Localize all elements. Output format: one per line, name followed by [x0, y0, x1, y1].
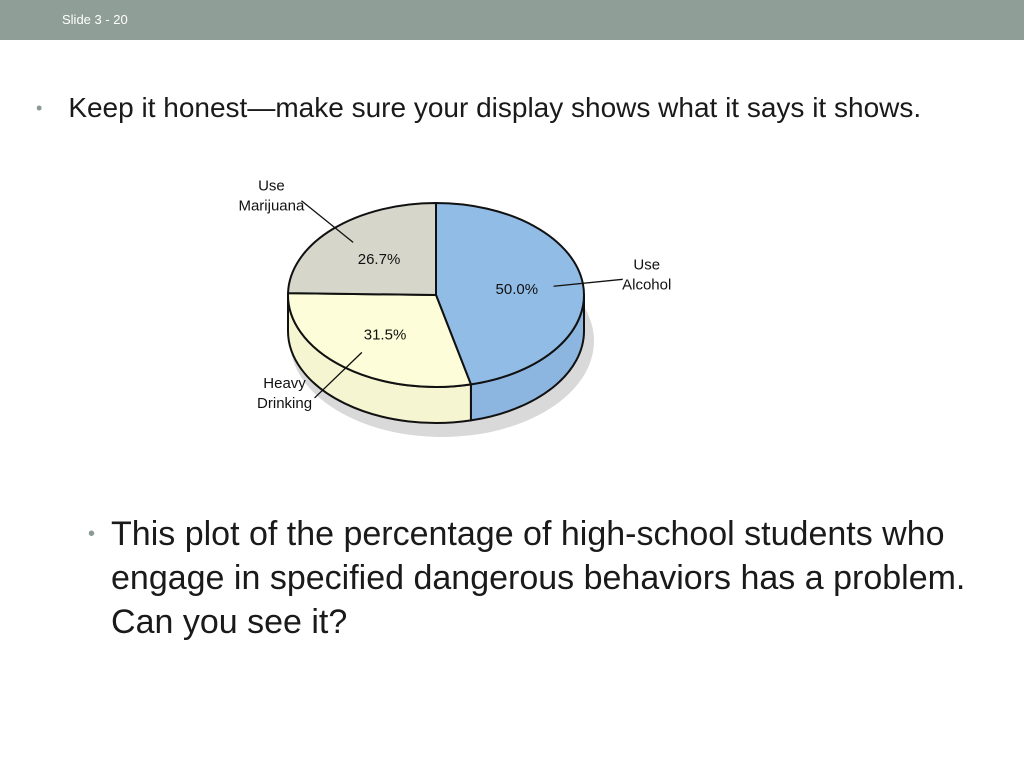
pie-category-label: Use Marijuana [238, 178, 305, 215]
bullet-text-2: This plot of the percentage of high-scho… [111, 515, 966, 641]
pie-value-label: 26.7% [358, 251, 401, 268]
bullet-point-1: • Keep it honest—make sure your display … [36, 90, 936, 126]
pie-category-label: Use Alcohol [622, 256, 671, 293]
pie-slice-use-alcohol [435, 202, 585, 386]
pie-slice-use-marijuana [287, 202, 437, 296]
slide-header-bar [0, 0, 1024, 40]
pie-value-label: 50.0% [496, 281, 539, 298]
pie-leader-line [301, 200, 354, 243]
bullet-text-1: Keep it honest—make sure your display sh… [68, 92, 922, 123]
slide-number: Slide 3 - 20 [62, 12, 128, 27]
pie-slice-heavy-drinking [287, 292, 472, 388]
pie-category-label: Heavy Drinking [257, 375, 312, 412]
bullet-icon: • [88, 523, 96, 545]
pie-value-label: 31.5% [364, 326, 407, 343]
pie-leader-line [314, 351, 363, 399]
bullet-icon: • [36, 98, 43, 118]
pie-leader-line [553, 278, 623, 287]
bullet-point-2: • This plot of the percentage of high-sc… [88, 512, 968, 644]
